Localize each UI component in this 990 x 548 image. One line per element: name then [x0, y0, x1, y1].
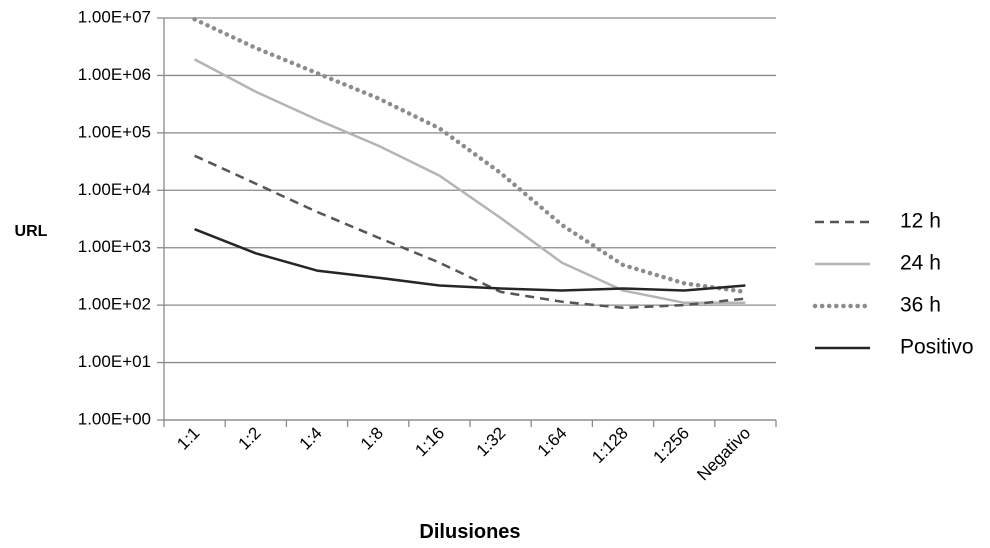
y-tick-label: 1.00E+04: [78, 180, 151, 199]
y-tick-label: 1.00E+00: [78, 409, 151, 428]
x-tick-label: 1:64: [534, 423, 571, 460]
gridlines: [157, 17, 776, 421]
x-tick-label: 1:1: [173, 423, 203, 453]
x-tick-label: Negativo: [693, 423, 754, 484]
legend-label: 24 h: [900, 252, 941, 275]
x-tick-labels: 1:1 1:2 1:4 1:8 1:16 1:32 1:64 1:128 1:256 Negati…: [173, 423, 754, 484]
series-line-24-h: [194, 58, 746, 305]
series-line-12-h: [194, 154, 746, 310]
legend-label: Positivo: [900, 336, 974, 359]
legend: 12 h 24 h 36 h Positivo: [812, 210, 974, 359]
series-line-36-h: [192, 17, 748, 295]
x-tick-label: 1:2: [234, 423, 264, 453]
y-tick-label: 1.00E+03: [78, 237, 151, 256]
y-axis-label: URL: [15, 223, 48, 240]
series-lines: [192, 17, 748, 310]
legend-label: 36 h: [900, 294, 941, 317]
x-tick-label: 1:32: [473, 423, 510, 460]
legend-label: 12 h: [900, 210, 941, 233]
y-tick-label: 1.00E+05: [78, 122, 151, 141]
x-tick-label: 1:16: [411, 423, 448, 460]
x-tick-label: 1:8: [357, 423, 387, 453]
axes: [163, 18, 777, 427]
y-tick-label: 1.00E+06: [78, 65, 151, 84]
x-tick-label: 1:4: [296, 423, 326, 453]
x-tick-label: 1:256: [650, 423, 694, 467]
x-axis-label: Dilusiones: [419, 521, 520, 543]
series-line-positivo: [194, 228, 746, 292]
y-tick-label: 1.00E+01: [78, 352, 151, 371]
y-tick-label: 1.00E+07: [78, 7, 151, 26]
y-tick-labels: 1.00E+00 1.00E+01 1.00E+02 1.00E+03 1.00E+04…: [78, 7, 151, 428]
y-tick-label: 1.00E+02: [78, 295, 151, 314]
x-tick-label: 1:128: [588, 423, 632, 467]
